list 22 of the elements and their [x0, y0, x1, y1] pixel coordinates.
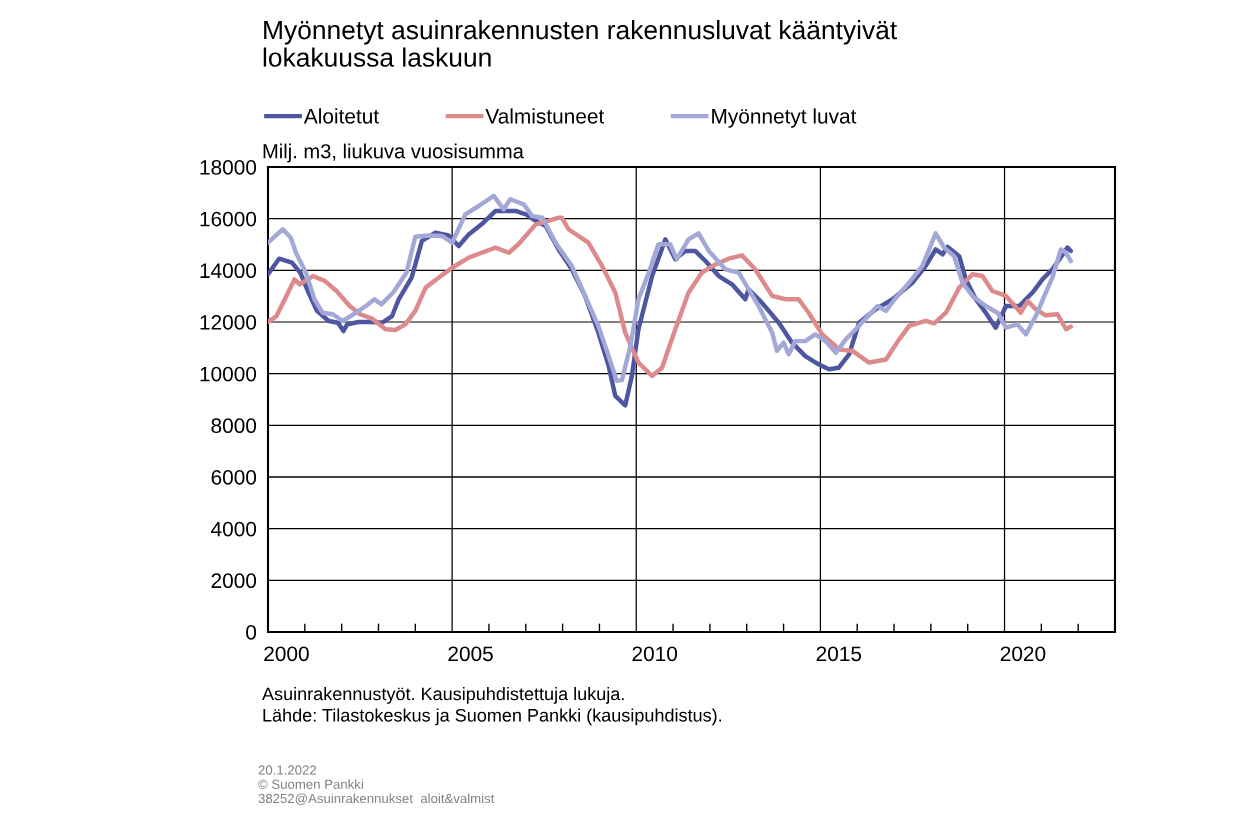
x-tick-label: 2015: [816, 646, 862, 662]
y-tick-label: 6000: [211, 470, 257, 485]
x-tick-label: 2020: [1000, 646, 1046, 662]
chart-title: Myönnetyt asuinrakennusten rakennusluvat kääntyivät lokakuussa laskuun: [263, 20, 897, 67]
text: 20.1.2022 © Suomen Pankki 38252@Asuinrakennukset aloit&valmist: [258, 765, 495, 805]
legend-label: Myönnetyt luvat: [712, 108, 857, 128]
x-tick-label: 2005: [448, 646, 493, 662]
y-tick-label: 8000: [211, 418, 257, 434]
x-tick-label: 2010: [632, 646, 678, 662]
y-tick-label: 2000: [211, 573, 257, 589]
x-tick-label: 2000: [264, 646, 309, 662]
y-tick-label: 12000: [200, 315, 257, 330]
y-tick-label: 4000: [211, 521, 257, 537]
y-tick-label: 14000: [200, 263, 257, 279]
y-axis-title: Milj. m3, liukuva vuosisumma: [263, 143, 524, 163]
text: Asuinrakennustyöt. Kausipuhdistettuja lukuja. Lähde: Tilastokeskus ja Suomen Pankki (kausipuhdistus).: [262, 687, 722, 726]
y-tick-label: 10000: [200, 366, 257, 382]
legend-label: Aloitetut: [303, 108, 379, 124]
y-tick-label: 0: [246, 625, 257, 640]
legend-label: Valmistuneet: [485, 108, 605, 124]
y-tick-label: 18000: [200, 160, 257, 175]
y-tick-label: 16000: [200, 211, 257, 227]
